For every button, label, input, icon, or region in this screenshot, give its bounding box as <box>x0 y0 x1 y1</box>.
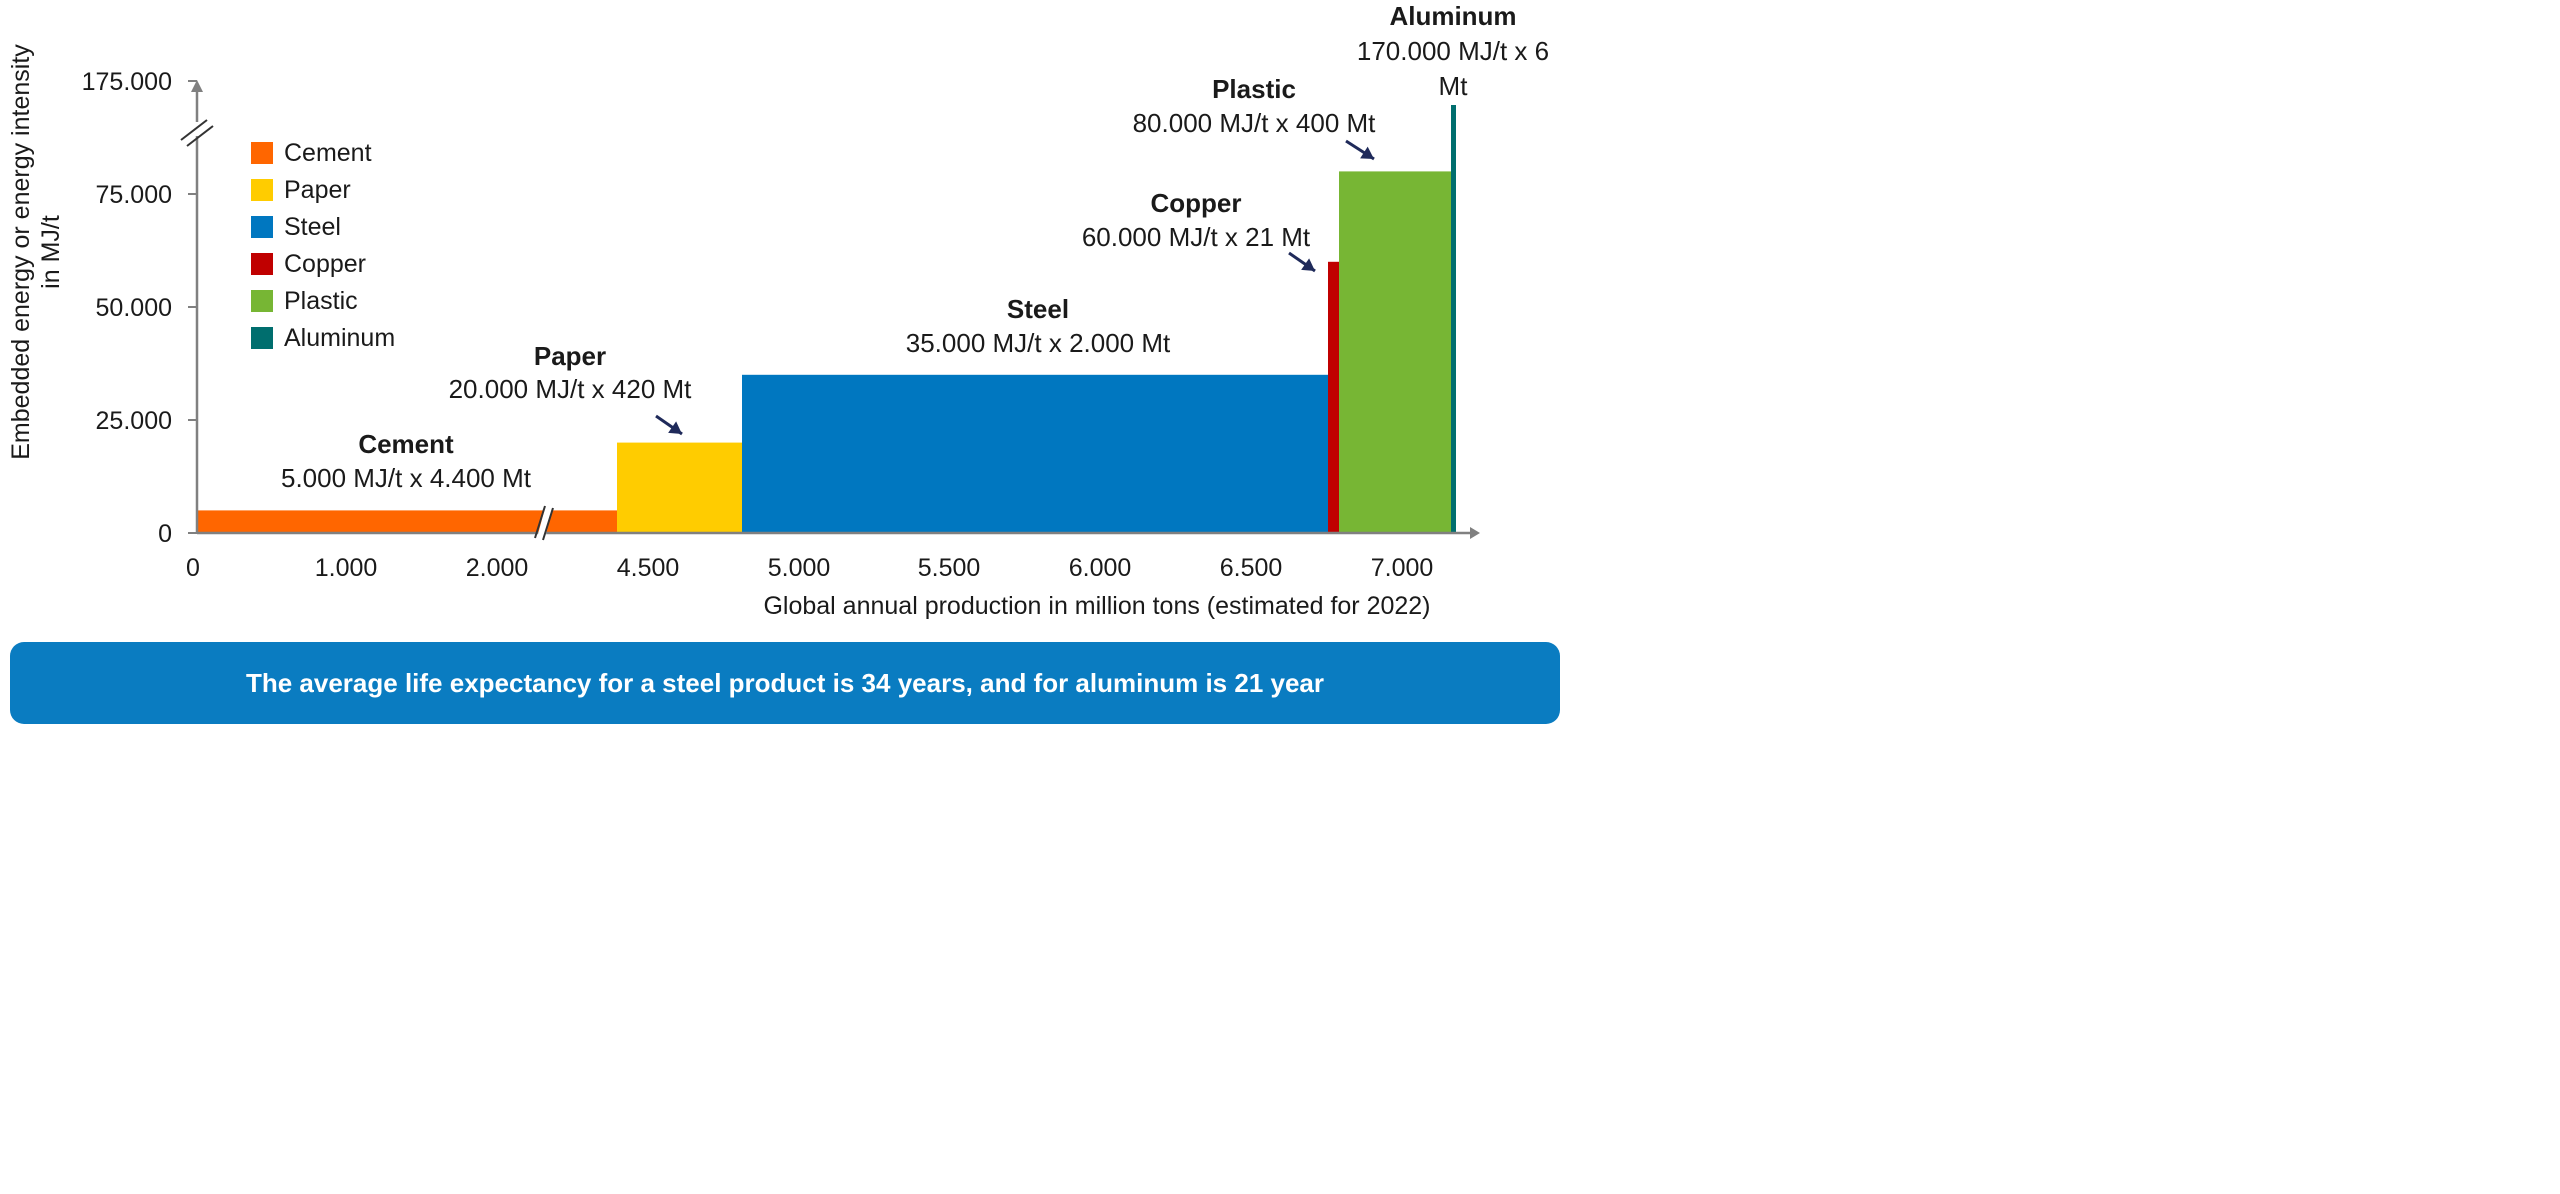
legend-swatch-paper <box>251 179 273 201</box>
bar-paper <box>617 442 742 533</box>
bar-copper <box>1328 261 1339 533</box>
legend-label-steel: Steel <box>284 213 341 241</box>
y-axis-title: Embedded energy or energy intensityin MJ… <box>7 44 65 460</box>
x-axis-break-mark <box>542 507 554 541</box>
y-tick-label: 175.000 <box>82 68 172 96</box>
y-axis-arrow <box>191 80 203 92</box>
x-tick-label: 1.000 <box>315 554 378 582</box>
legend-label-copper: Copper <box>284 250 366 278</box>
legend-label-paper: Paper <box>284 176 351 204</box>
legend-group: Cement Paper Steel Copper Plastic Aluminum <box>251 139 395 352</box>
y-tick-label: 50.000 <box>96 294 172 322</box>
x-tick-label: 4.500 <box>617 554 680 582</box>
legend-swatch-plastic <box>251 290 273 312</box>
x-axis-break-gap <box>537 508 553 538</box>
legend-swatch-steel <box>251 216 273 238</box>
bar-label-detail-plastic: 80.000 MJ/t x 400 Mt <box>1133 108 1377 138</box>
bar-label-title-plastic: Plastic <box>1212 74 1296 104</box>
info-banner: The average life expectancy for a steel … <box>10 642 1560 724</box>
bar-label-title-steel: Steel <box>1007 294 1069 324</box>
legend-swatch-cement <box>251 142 273 164</box>
x-tick-label: 6.500 <box>1220 554 1283 582</box>
bar-label-detail-copper: 60.000 MJ/t x 21 Mt <box>1082 222 1311 252</box>
bar-label-detail-cement: 5.000 MJ/t x 4.400 Mt <box>281 463 532 493</box>
x-axis-break-mark <box>534 505 546 539</box>
y-tick-label: 0 <box>158 520 172 548</box>
legend-label-plastic: Plastic <box>284 287 358 315</box>
y-axis-break-mark <box>186 125 214 147</box>
legend-swatch-copper <box>251 253 273 275</box>
bar-label-detail-steel: 35.000 MJ/t x 2.000 Mt <box>906 328 1171 358</box>
bar-aluminum <box>1451 105 1456 533</box>
bar-label-detail-aluminum: 170.000 MJ/t x 6 Mt <box>1357 36 1549 101</box>
bar-label-title-copper: Copper <box>1151 188 1242 218</box>
y-tick-label: 25.000 <box>96 407 172 435</box>
legend-label-aluminum: Aluminum <box>284 324 395 352</box>
pointer-arrowhead-paper <box>668 421 682 434</box>
info-banner-text: The average life expectancy for a steel … <box>245 667 1324 698</box>
x-axis-title: Global annual production in million tons… <box>763 592 1430 620</box>
x-tick-label: 0 <box>186 554 200 582</box>
x-tick-label: 2.000 <box>466 554 529 582</box>
pointer-arrowhead-plastic <box>1360 146 1374 159</box>
bar-cement <box>197 510 617 533</box>
bar-plastic <box>1339 171 1451 533</box>
y-tick-label: 75.000 <box>96 181 172 209</box>
axes-group: 0 25.000 50.000 75.000 175.000 0 1.000 2.000 4.5… <box>7 44 1480 620</box>
x-tick-label: 7.000 <box>1371 554 1434 582</box>
legend-swatch-aluminum <box>251 327 273 349</box>
bar-label-title-paper: Paper <box>534 341 606 371</box>
legend-label-cement: Cement <box>284 139 372 167</box>
energy-production-chart: 0 25.000 50.000 75.000 175.000 0 1.000 2.000 4.5… <box>7 1 1549 620</box>
x-tick-label: 6.000 <box>1069 554 1132 582</box>
bar-label-title-cement: Cement <box>358 429 454 459</box>
pointer-arrowhead-copper <box>1301 258 1315 271</box>
bar-label-title-aluminum: Aluminum <box>1389 1 1516 31</box>
bar-label-detail-paper: 20.000 MJ/t x 420 Mt <box>449 374 693 404</box>
x-tick-label: 5.500 <box>918 554 981 582</box>
bar-steel <box>742 374 1328 533</box>
x-axis-arrow <box>1470 527 1480 539</box>
x-tick-label: 5.000 <box>768 554 831 582</box>
y-axis-break-mark <box>180 119 208 141</box>
bars-group <box>197 105 1456 533</box>
